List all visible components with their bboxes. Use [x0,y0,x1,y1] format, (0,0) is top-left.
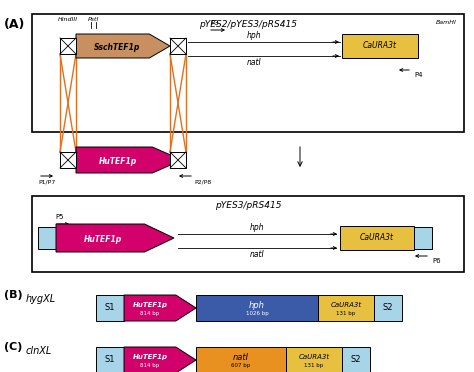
Polygon shape [76,34,170,58]
Bar [60,38,76,54]
Bar [342,347,370,372]
Text: BamHI: BamHI [436,20,456,25]
Text: (C): (C) [4,342,22,352]
Text: HuTEF1p: HuTEF1p [132,354,167,360]
Text: HuTEF1p: HuTEF1p [132,302,167,308]
Text: P4: P4 [414,72,422,78]
Text: HuTEF1p: HuTEF1p [84,234,122,244]
Text: clnXL: clnXL [26,346,52,356]
Text: 607 bp: 607 bp [231,363,251,369]
Text: P3: P3 [210,20,219,26]
Text: hph: hph [249,301,265,310]
Bar [196,295,318,321]
Bar [170,38,186,54]
Text: HindIII: HindIII [58,17,78,22]
Text: P2/P8: P2/P8 [194,180,211,185]
Text: S2: S2 [383,304,393,312]
Text: S1: S1 [105,304,115,312]
Text: hygXL: hygXL [26,294,56,304]
Text: CaURA3t: CaURA3t [330,302,362,308]
Text: S1: S1 [105,356,115,365]
Bar [374,295,402,321]
Text: 131 bp: 131 bp [304,363,324,369]
Text: CaURA3t: CaURA3t [299,354,329,360]
Text: hph: hph [246,31,261,40]
Bar [286,347,342,372]
Text: P5: P5 [55,214,64,220]
Bar [342,34,418,58]
Text: P6: P6 [432,258,441,264]
Text: SschTEF1p: SschTEF1p [94,42,141,51]
Text: HuTEF1p: HuTEF1p [99,157,137,166]
Bar [32,196,464,272]
Polygon shape [76,147,182,173]
Text: (B): (B) [4,290,23,300]
Text: CaURA3t: CaURA3t [360,234,394,243]
Bar [170,152,186,168]
Bar [96,347,124,372]
Bar [38,227,56,249]
Text: pYES3/pRS415: pYES3/pRS415 [215,201,281,210]
Text: natI: natI [233,353,249,362]
Polygon shape [124,295,196,321]
Bar [318,295,374,321]
Polygon shape [56,224,174,252]
Text: (A): (A) [4,18,26,31]
Text: natI: natI [250,250,264,259]
Bar [60,152,76,168]
Bar [414,227,432,249]
Text: S2: S2 [351,356,361,365]
Bar [340,226,414,250]
Text: 131 bp: 131 bp [337,311,356,317]
Text: 814 bp: 814 bp [140,363,160,369]
Bar [32,14,464,132]
Text: 814 bp: 814 bp [140,311,160,317]
Text: hph: hph [250,223,264,232]
Bar [96,295,124,321]
Text: 1026 bp: 1026 bp [246,311,268,317]
Text: natI: natI [246,58,261,67]
Text: pYES2/pYES3/pRS415: pYES2/pYES3/pRS415 [199,20,297,29]
Text: CaURA3t: CaURA3t [363,42,397,51]
Text: P1/P7: P1/P7 [38,180,55,185]
Polygon shape [124,347,196,372]
Text: PstI: PstI [88,17,100,22]
Bar [196,347,286,372]
